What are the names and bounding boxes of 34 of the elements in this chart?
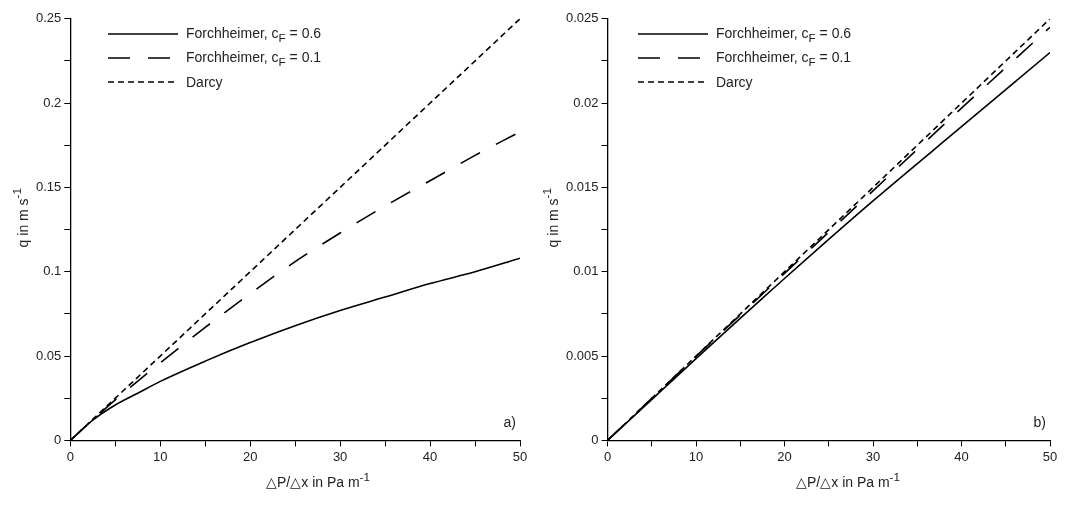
x-tick-label: 0 xyxy=(66,448,74,464)
y-tick-label: 0.05 xyxy=(35,347,62,363)
x-tick-label: 10 xyxy=(688,448,704,464)
x-tick-label: 20 xyxy=(777,448,792,464)
y-tick-label: 0.1 xyxy=(43,263,62,279)
x-axis-title: △P/△x in Pa m$^{-1}$ xyxy=(265,470,371,490)
legend-label: Forchheimer, c$_{F}$ = 0.6 xyxy=(716,24,852,44)
x-tick-label: 10 xyxy=(153,448,168,464)
y-tick-label: 0.15 xyxy=(35,179,62,195)
x-tick-label: 40 xyxy=(422,448,438,464)
x-axis-title: △P/△x in Pa m$^{-1}$ xyxy=(795,470,901,490)
x-tick-label: 30 xyxy=(332,448,348,464)
legend-label: Forchheimer, c$_{F}$ = 0.1 xyxy=(716,48,852,68)
annotation: b) xyxy=(1033,414,1046,431)
y-tick-label: 0.005 xyxy=(565,347,599,363)
y-tick-label: 0 xyxy=(591,431,599,447)
annotation: a) xyxy=(503,414,516,431)
x-tick-label: 20 xyxy=(242,448,258,464)
y-tick-label: 0.25 xyxy=(35,10,62,26)
x-tick-label: 40 xyxy=(954,448,969,464)
legend-label: Darcy xyxy=(186,74,223,90)
x-tick-label: 50 xyxy=(1042,448,1058,464)
y-tick-label: 0 xyxy=(54,431,62,447)
legend-label: Forchheimer, c$_{F}$ = 0.1 xyxy=(186,48,322,68)
x-tick-label: 50 xyxy=(512,448,528,464)
y-tick-label: 0.015 xyxy=(565,179,599,195)
x-tick-label: 30 xyxy=(865,448,881,464)
legend-label: Darcy xyxy=(716,74,753,90)
x-tick-label: 0 xyxy=(603,448,612,464)
y-tick-label: 0.02 xyxy=(573,94,599,110)
y-tick-label: 0.01 xyxy=(573,263,599,279)
legend-label: Forchheimer, c$_{F}$ = 0.6 xyxy=(186,24,322,44)
y-tick-label: 0.2 xyxy=(43,94,62,110)
y-tick-label: 0.025 xyxy=(565,10,599,26)
